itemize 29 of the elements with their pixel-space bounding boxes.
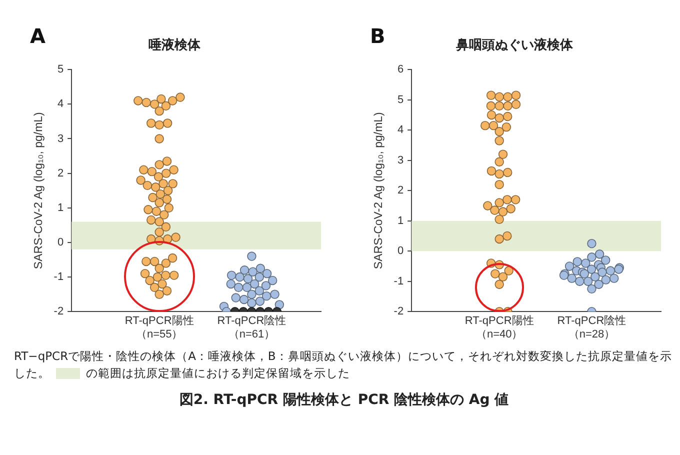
y-tick-label: 2 xyxy=(397,184,404,197)
y-tick-label: 3 xyxy=(57,132,64,145)
y-tick-label: -2 xyxy=(394,306,404,318)
chart-title: 唾液検体 xyxy=(148,37,202,54)
y-tick-label: 1 xyxy=(57,202,64,214)
x-tick-label: RT-qPCR陰性（n=61） xyxy=(217,315,286,340)
y-tick-label: 4 xyxy=(57,98,64,110)
y-tick-label: -1 xyxy=(394,275,404,288)
y-tick-label: 0 xyxy=(397,245,404,258)
y-tick-label: -1 xyxy=(54,271,64,284)
x-tick-label: RT-qPCR陽性（n=40） xyxy=(464,315,534,340)
y-tick-label: 6 xyxy=(397,64,404,76)
y-axis-title: SARS-CoV-2 Ag (log₁₀, pg/mL) xyxy=(33,112,46,270)
y-tick-label: 3 xyxy=(397,154,404,166)
y-tick-label: 1 xyxy=(397,214,404,227)
x-tick-label: RT-qPCR陰性（n=28） xyxy=(557,315,626,340)
y-tick-label: 5 xyxy=(397,94,404,106)
text: の範囲は抗原定量値における判定保留域を示した xyxy=(86,366,350,380)
y-tick-label: 0 xyxy=(57,236,64,248)
text: A xyxy=(30,24,46,48)
text: B xyxy=(370,24,386,48)
y-tick-label: -2 xyxy=(54,306,64,318)
caption: 図2. RT-qPCR 陽性検体と PCR 陰性検体の Ag 値 xyxy=(178,392,510,409)
chart-title: 鼻咽頭ぬぐい液検体 xyxy=(455,37,574,54)
y-tick-label: 4 xyxy=(397,124,404,136)
x-tick-label: RT-qPCR陽性（n=55） xyxy=(124,315,194,340)
y-tick-label: 2 xyxy=(57,167,64,180)
y-axis-title: SARS-CoV-2 Ag (log₁₀, pg/mL) xyxy=(373,112,386,270)
y-tick-label: 5 xyxy=(57,64,64,76)
